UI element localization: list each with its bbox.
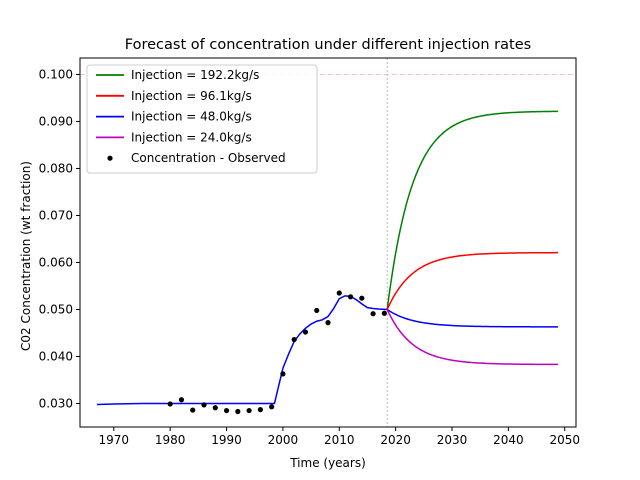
x-tick-label: 2030 bbox=[437, 433, 468, 447]
x-tick-label: 1970 bbox=[99, 433, 130, 447]
legend-label-observed: Concentration - Observed bbox=[131, 151, 286, 165]
observed-point bbox=[336, 290, 342, 296]
observed-point bbox=[223, 407, 230, 414]
observed-point bbox=[201, 402, 207, 408]
observed-point bbox=[280, 371, 286, 377]
x-tick-label: 1990 bbox=[211, 433, 242, 447]
legend-label-3: Injection = 24.0kg/s bbox=[131, 130, 252, 144]
observed-point bbox=[314, 307, 320, 314]
history-line bbox=[96, 295, 388, 406]
x-tick-label: 2040 bbox=[493, 433, 524, 447]
forecast-line-1 bbox=[386, 251, 558, 310]
x-tick-label: 1980 bbox=[155, 433, 186, 447]
observed-point bbox=[190, 407, 196, 413]
y-tick-label: 0.070 bbox=[39, 208, 73, 222]
legend: Injection = 192.2kg/s Injection = 96.1kg/… bbox=[86, 64, 318, 174]
x-axis: 1970 1980 1990 2000 2010 2020 2030 2040 2050 bbox=[99, 427, 580, 447]
observed-point bbox=[257, 407, 263, 413]
observed-point bbox=[269, 404, 275, 410]
x-tick-label: 2010 bbox=[324, 433, 355, 447]
legend-box bbox=[86, 64, 318, 174]
x-tick-label: 2000 bbox=[268, 433, 299, 447]
observed-point bbox=[246, 407, 252, 414]
y-tick-label: 0.080 bbox=[39, 161, 73, 175]
y-axis-label: C02 Concentration (wt fraction) bbox=[19, 161, 33, 351]
observed-point bbox=[302, 329, 309, 335]
x-tick-label: 2050 bbox=[549, 433, 580, 447]
y-tick-label: 0.050 bbox=[39, 302, 73, 316]
observed-point bbox=[291, 336, 297, 343]
y-tick-label: 0.040 bbox=[39, 349, 73, 363]
chart-title: Forecast of concentration under differen… bbox=[125, 37, 531, 53]
forecast-line-0 bbox=[386, 110, 558, 310]
observed-point bbox=[347, 294, 354, 300]
legend-label-0: Injection = 192.2kg/s bbox=[131, 68, 259, 82]
plot-frame bbox=[79, 57, 577, 428]
y-tick-label: 0.060 bbox=[39, 255, 73, 269]
observed-point bbox=[325, 320, 331, 326]
observed-point bbox=[359, 295, 365, 301]
observed-point bbox=[235, 408, 241, 415]
y-tick-label: 0.090 bbox=[39, 114, 73, 128]
legend-swatch-observed bbox=[107, 155, 113, 161]
observed-point bbox=[178, 397, 185, 403]
y-tick-label: 0.100 bbox=[39, 67, 73, 81]
x-axis-label: Time (years) bbox=[289, 456, 366, 470]
legend-label-2: Injection = 48.0kg/s bbox=[131, 110, 252, 124]
x-tick-label: 2020 bbox=[380, 433, 411, 447]
forecast-line-2 bbox=[386, 308, 558, 328]
observed-point bbox=[167, 401, 173, 407]
y-axis: 0.030 0.040 0.050 0.060 0.070 0.080 0.090 0.100 bbox=[39, 67, 80, 410]
observed-point bbox=[381, 310, 387, 316]
legend-label-1: Injection = 96.1kg/s bbox=[131, 89, 252, 103]
observed-point bbox=[212, 405, 218, 411]
forecast-line-3 bbox=[386, 309, 558, 366]
observed-point bbox=[370, 311, 376, 317]
y-tick-label: 0.030 bbox=[39, 396, 73, 410]
